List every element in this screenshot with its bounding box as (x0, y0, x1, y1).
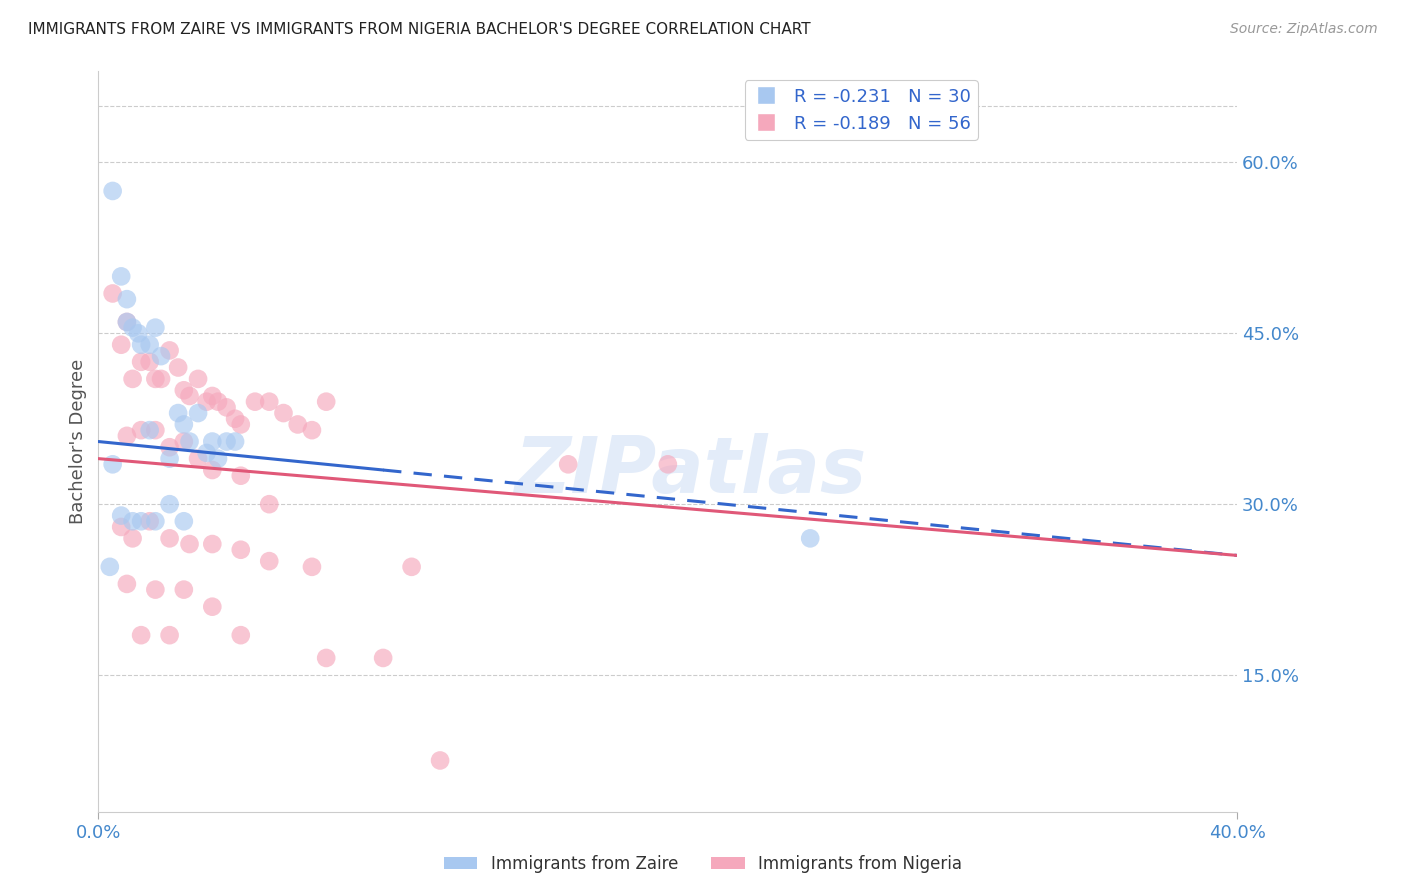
Point (110, 508, 132, 523)
Point (138, 514, 160, 528)
Point (150, 349, 173, 363)
Point (145, 514, 167, 528)
Point (129, 337, 152, 351)
Point (373, 651, 395, 665)
Point (129, 423, 152, 437)
Point (173, 434, 195, 449)
Point (110, 520, 132, 534)
Point (207, 394, 229, 409)
Point (121, 372, 143, 386)
Point (287, 417, 309, 432)
Point (195, 446, 218, 460)
Point (301, 423, 323, 437)
Point (115, 315, 138, 329)
Point (187, 451, 209, 466)
Point (173, 384, 195, 398)
Point (179, 389, 201, 403)
Point (201, 434, 224, 449)
Text: ZIPatlas: ZIPatlas (515, 434, 866, 509)
Point (229, 628, 252, 642)
Point (273, 406, 295, 420)
Point (159, 628, 181, 642)
Point (145, 423, 167, 437)
Point (215, 434, 238, 449)
Point (229, 542, 252, 557)
Point (201, 599, 224, 614)
Point (115, 577, 138, 591)
Text: IMMIGRANTS FROM ZAIRE VS IMMIGRANTS FROM NIGERIA BACHELOR'S DEGREE CORRELATION C: IMMIGRANTS FROM ZAIRE VS IMMIGRANTS FROM… (28, 22, 811, 37)
Point (115, 429, 138, 443)
Point (557, 458, 579, 472)
Point (145, 320, 167, 334)
Point (315, 651, 337, 665)
Point (173, 417, 195, 432)
Point (187, 406, 209, 420)
Point (429, 754, 451, 768)
Point (799, 532, 821, 546)
Point (145, 582, 167, 597)
Point (101, 286, 124, 301)
Point (98, 559, 121, 574)
Point (201, 463, 224, 477)
Point (159, 440, 181, 454)
Point (121, 320, 143, 334)
Point (129, 514, 152, 528)
Point (215, 401, 238, 415)
Point (173, 582, 195, 597)
Point (121, 514, 143, 528)
Point (115, 315, 138, 329)
Point (224, 434, 246, 449)
Legend: Immigrants from Zaire, Immigrants from Nigeria: Immigrants from Zaire, Immigrants from N… (437, 848, 969, 880)
Point (159, 343, 181, 358)
Point (101, 458, 124, 472)
Point (110, 269, 132, 284)
Point (159, 451, 181, 466)
Point (229, 468, 252, 483)
Point (127, 326, 149, 341)
Point (207, 451, 229, 466)
Point (167, 406, 190, 420)
Point (229, 417, 252, 432)
Point (173, 514, 195, 528)
Text: Source: ZipAtlas.com: Source: ZipAtlas.com (1230, 22, 1378, 37)
Point (224, 411, 246, 425)
Point (150, 372, 173, 386)
Point (201, 537, 224, 551)
Point (138, 337, 160, 351)
Point (159, 497, 181, 511)
Point (657, 458, 679, 472)
Point (201, 389, 224, 403)
Point (167, 360, 190, 375)
Point (115, 292, 138, 306)
Point (315, 394, 337, 409)
Y-axis label: Bachelor's Degree: Bachelor's Degree (69, 359, 87, 524)
Point (259, 394, 281, 409)
Point (195, 394, 218, 409)
Point (138, 355, 160, 369)
Point (129, 628, 152, 642)
Point (110, 337, 132, 351)
Point (243, 394, 266, 409)
Point (101, 184, 124, 198)
Point (138, 423, 160, 437)
Legend: R = -0.231   N = 30, R = -0.189   N = 56: R = -0.231 N = 30, R = -0.189 N = 56 (745, 80, 977, 140)
Point (301, 559, 323, 574)
Point (159, 532, 181, 546)
Point (259, 497, 281, 511)
Point (145, 372, 167, 386)
Point (179, 434, 201, 449)
Point (179, 537, 201, 551)
Point (129, 355, 152, 369)
Point (121, 532, 143, 546)
Point (259, 554, 281, 568)
Point (187, 372, 209, 386)
Point (401, 559, 423, 574)
